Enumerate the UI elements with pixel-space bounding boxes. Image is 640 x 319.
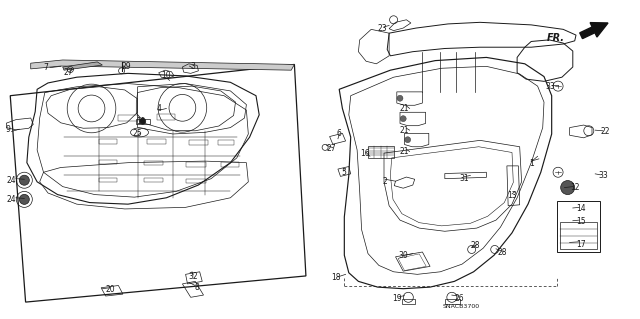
Text: 8: 8 (194, 283, 199, 292)
Text: 7: 7 (44, 63, 49, 72)
Circle shape (404, 137, 411, 143)
Text: 16: 16 (360, 149, 370, 158)
Text: 29: 29 (122, 63, 132, 71)
Text: 3: 3 (191, 63, 196, 71)
Text: 19: 19 (392, 294, 402, 303)
Text: FR.: FR. (547, 33, 565, 43)
Bar (186, 162, 206, 167)
Text: 27: 27 (63, 68, 74, 77)
Text: 11: 11 (136, 117, 145, 126)
Text: 6: 6 (337, 130, 342, 138)
Text: 20: 20 (105, 285, 115, 294)
Bar (136, 119, 150, 124)
Bar (144, 161, 163, 165)
Bar (557, 201, 600, 252)
Text: 21: 21 (400, 147, 409, 156)
Text: 9: 9 (5, 125, 10, 134)
Bar (157, 114, 175, 120)
Text: 24: 24 (6, 195, 17, 204)
Text: 28: 28 (470, 241, 479, 250)
Bar (99, 139, 117, 144)
Circle shape (19, 194, 29, 204)
Text: 1: 1 (529, 159, 534, 168)
Text: 26: 26 (454, 294, 465, 303)
Bar (368, 146, 394, 158)
Text: 12: 12 (570, 183, 579, 192)
Text: 27: 27 (326, 144, 337, 153)
Text: 14: 14 (576, 204, 586, 213)
Circle shape (397, 95, 403, 101)
Circle shape (400, 116, 406, 122)
Text: 13: 13 (507, 191, 517, 200)
Bar (402, 299, 415, 304)
Text: 21: 21 (400, 104, 409, 113)
Bar (186, 179, 206, 183)
Text: 24: 24 (6, 176, 17, 185)
Bar (221, 162, 239, 167)
Circle shape (561, 181, 575, 195)
Bar (189, 140, 208, 145)
Text: 31: 31 (459, 174, 469, 183)
Bar (99, 178, 117, 182)
Text: 10: 10 (161, 71, 172, 80)
Text: 5: 5 (341, 168, 346, 177)
Circle shape (19, 175, 29, 185)
Text: 33: 33 (545, 82, 556, 91)
Bar (147, 139, 166, 144)
Bar (118, 115, 138, 121)
Text: 22: 22 (600, 127, 609, 136)
Bar (99, 160, 117, 164)
Text: 18: 18 (332, 273, 340, 282)
Text: 21: 21 (400, 126, 409, 135)
Polygon shape (31, 60, 294, 70)
Bar (144, 178, 163, 182)
Text: 28: 28 (498, 248, 507, 257)
Bar (218, 140, 234, 145)
FancyArrow shape (580, 23, 608, 39)
Text: 30: 30 (398, 251, 408, 260)
Text: 25: 25 (132, 129, 143, 138)
Text: 2: 2 (383, 177, 388, 186)
Text: 4: 4 (156, 104, 161, 113)
Text: 32: 32 (188, 272, 198, 281)
Circle shape (140, 118, 146, 124)
Text: 17: 17 (576, 240, 586, 249)
Text: 23: 23 (378, 24, 388, 33)
Text: 33: 33 (598, 171, 608, 180)
Bar (560, 222, 597, 249)
Text: SNACB3700: SNACB3700 (442, 304, 479, 309)
Text: 15: 15 (576, 217, 586, 226)
Polygon shape (63, 62, 102, 70)
